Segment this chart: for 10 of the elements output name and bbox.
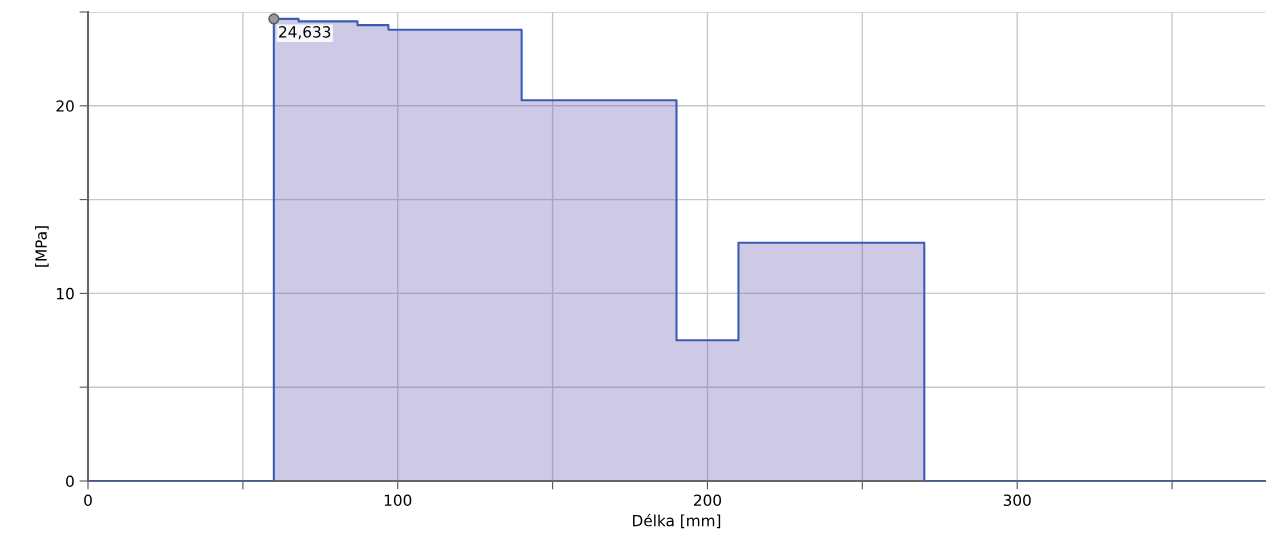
- y-tick-label: 20: [56, 100, 74, 112]
- y-axis-title: [MPa]: [35, 226, 49, 267]
- x-tick-label: 300: [1003, 494, 1031, 507]
- x-axis-title: Délka [mm]: [633, 513, 721, 529]
- x-tick-label: 200: [694, 494, 722, 507]
- y-tick-label: 0: [66, 475, 74, 488]
- x-tick-label: 100: [384, 494, 412, 507]
- annotation: 24,633: [279, 26, 331, 40]
- x-tick-label: 0: [84, 494, 92, 507]
- y-tick-label: 10: [57, 287, 74, 300]
